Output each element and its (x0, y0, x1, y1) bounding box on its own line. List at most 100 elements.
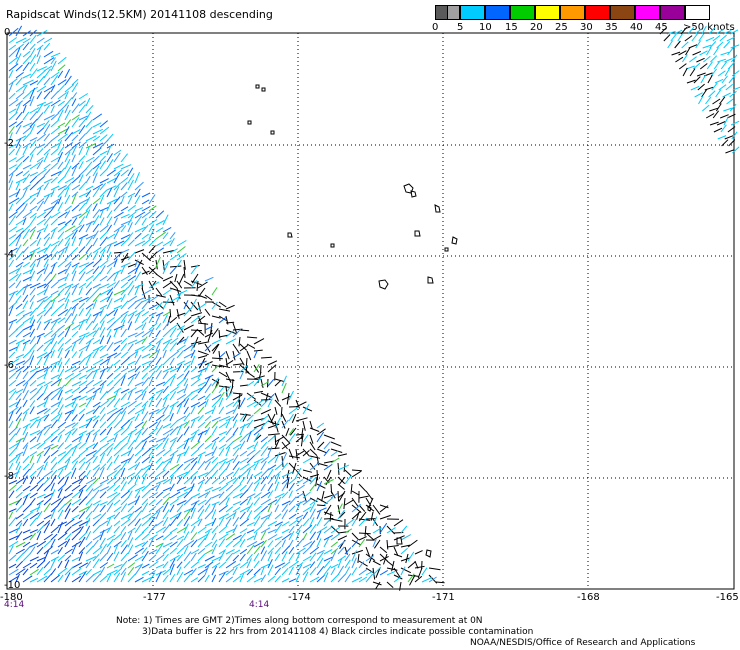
wind-barb (92, 283, 101, 289)
wind-barb (274, 481, 280, 492)
wind-barb (113, 520, 121, 527)
wind-barb (8, 56, 19, 65)
wind-barb (260, 574, 267, 583)
wind-barb (50, 57, 57, 65)
wind-barb (295, 524, 303, 534)
wind-barb (85, 469, 91, 478)
wind-barb (71, 82, 79, 93)
wind-barb (99, 288, 111, 296)
wind-barb (211, 416, 221, 422)
wind-barb (99, 452, 106, 464)
wind-barb (253, 449, 261, 457)
wind-barb (281, 532, 292, 541)
wind-barb (246, 521, 255, 527)
wind-barb (99, 296, 110, 303)
wind-barb (36, 37, 45, 44)
wind-barb (106, 363, 114, 373)
wind-barb (127, 167, 134, 177)
wind-barb (197, 481, 204, 492)
wind-barb (713, 47, 720, 56)
wind-barb (50, 119, 60, 128)
wind-barb (120, 294, 126, 303)
wind-barb (141, 372, 148, 380)
wind-barb (267, 474, 276, 485)
wind-barb (309, 474, 320, 478)
wind-barb (120, 310, 129, 317)
wind-barb (43, 540, 52, 548)
wind-barb (106, 525, 113, 534)
wind-barb (260, 514, 271, 520)
wind-barb (134, 215, 142, 226)
wind-barb (141, 217, 147, 226)
wind-barb (351, 557, 357, 569)
wind-barb (302, 506, 312, 513)
wind-barb (162, 574, 169, 583)
wind-barb (685, 47, 691, 56)
wind-barb (22, 503, 32, 513)
wind-barb (85, 220, 95, 226)
wind-barb (148, 266, 158, 276)
wind-barb (302, 469, 313, 473)
wind-barb (57, 476, 65, 485)
wind-barb (295, 479, 304, 485)
wind-barb (36, 247, 48, 254)
wind-barb (698, 95, 704, 105)
wind-barb (323, 463, 333, 471)
wind-barb (246, 553, 253, 562)
wind-barb (274, 436, 285, 443)
wind-barb (99, 543, 108, 555)
legend-tick: 30 (580, 22, 593, 33)
wind-barb (50, 52, 61, 58)
wind-barb (85, 366, 96, 373)
wind-barb (99, 562, 109, 569)
wind-barb (29, 287, 36, 296)
wind-barb (134, 331, 145, 338)
wind-barb (288, 539, 294, 548)
wind-barb (127, 373, 137, 380)
wind-barb (92, 172, 98, 184)
wind-barb (120, 401, 130, 408)
wind-barb (211, 394, 222, 401)
wind-barb (176, 504, 184, 513)
wind-barb (141, 199, 150, 205)
wind-barb (379, 569, 388, 576)
wind-barb (281, 419, 289, 429)
wind-barb (113, 229, 120, 240)
wind-barb (8, 273, 19, 282)
wind-barb (295, 450, 305, 457)
wind-barb (134, 381, 144, 387)
wind-barb (155, 543, 164, 555)
wind-barb (36, 259, 41, 268)
wind-barb (716, 121, 726, 126)
wind-barb (295, 417, 308, 422)
wind-barb (113, 427, 124, 436)
wind-barb (134, 338, 146, 345)
wind-barb (162, 470, 170, 478)
wind-barb (99, 308, 105, 317)
wind-barb (92, 122, 102, 128)
wind-barb (113, 280, 120, 289)
wind-barb (204, 521, 214, 527)
wind-barb (106, 573, 112, 583)
wind-barb (281, 434, 291, 444)
wind-barb (15, 111, 23, 121)
wind-barb (127, 505, 135, 513)
wind-barb (92, 147, 102, 156)
wind-barb (15, 465, 22, 478)
wind-barb (15, 171, 24, 177)
wind-barb (358, 495, 369, 499)
wind-barb (253, 540, 265, 548)
wind-barb (246, 414, 254, 422)
wind-barb (15, 53, 22, 65)
wind-barb (36, 218, 46, 226)
wind-barb (162, 404, 170, 415)
wind-barb (309, 441, 316, 451)
wind-barb (106, 287, 114, 296)
wind-barb (302, 567, 310, 576)
wind-barb (197, 442, 205, 450)
wind-barb (218, 533, 229, 541)
wind-barb (225, 506, 234, 513)
wind-barb (204, 415, 212, 422)
wind-barb (36, 268, 46, 275)
wind-barb (29, 470, 37, 478)
